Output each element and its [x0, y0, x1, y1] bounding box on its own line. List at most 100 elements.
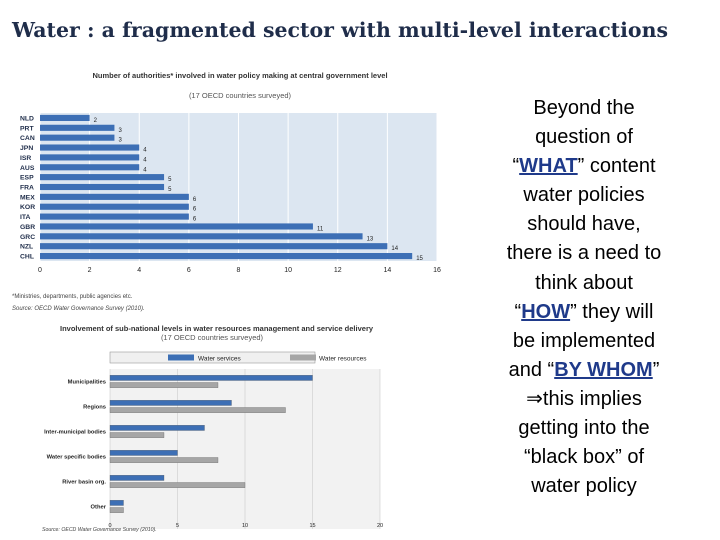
legend-swatch-water-resources [290, 354, 316, 361]
chart2-bar-water-services [109, 500, 124, 506]
side-text-line: getting into the [518, 417, 650, 440]
chart1-category-label: ITA [20, 214, 31, 221]
chart2-category-label: Water specific bodies [47, 455, 106, 461]
chart2-bar-water-services [109, 425, 205, 431]
side-text-line: and “BY WHOM” [508, 358, 660, 381]
chart1-category-label: KOR [20, 204, 35, 211]
chart1-bar [40, 174, 165, 181]
chart1-value-label: 11 [317, 226, 324, 232]
chart2-category-label: River basin org. [62, 480, 106, 486]
chart2-x-tick-label: 5 [176, 523, 179, 529]
chart2-bar-water-services [109, 375, 313, 381]
chart1-bar [40, 154, 140, 161]
chart1-category-label: AUS [20, 165, 35, 172]
chart1-subtitle: (17 OECD countries surveyed) [189, 91, 292, 100]
chart1-bar [40, 233, 363, 240]
chart1-bar [40, 124, 115, 131]
chart1-bar [40, 223, 313, 230]
chart1-source: Source: OECD Water Governance Survey (20… [12, 306, 145, 312]
chart1-value-label: 3 [118, 138, 122, 144]
chart2-category-label: Other [91, 505, 107, 511]
side-text-line: “black box” of [523, 446, 645, 469]
chart1-value-label: 5 [168, 177, 172, 183]
chart1-x-tick-label: 4 [137, 267, 141, 274]
chart1-x-tick-label: 14 [383, 267, 391, 274]
chart1-value-label: 2 [94, 118, 98, 124]
side-text-line: should have, [527, 213, 641, 236]
side-text-line: water policy [531, 475, 637, 498]
chart2-category-label: Municipalities [68, 380, 106, 386]
chart1-value-label: 4 [143, 157, 147, 163]
chart2-bar-water-resources [109, 432, 165, 438]
chart-subnational-involvement: Involvement of sub-national levels in wa… [42, 324, 383, 533]
chart2-subtitle: (17 OECD countries surveyed) [161, 333, 264, 342]
chart1-bar [40, 183, 165, 191]
chart1-value-label: 4 [143, 148, 147, 154]
chart-central-authorities: Number of authorities* involved in water… [12, 71, 441, 312]
chart1-x-tick-label: 12 [334, 267, 342, 274]
chart1-bar [40, 114, 90, 121]
chart1-bar [40, 134, 115, 141]
chart2-bar-water-resources [109, 482, 246, 488]
chart1-value-label: 5 [168, 187, 172, 193]
chart2-x-tick-label: 15 [309, 523, 315, 529]
chart1-value-label: 4 [143, 167, 147, 173]
chart2-title: Involvement of sub-national levels in wa… [60, 324, 374, 333]
side-text-line: Beyond the [533, 97, 635, 119]
chart1-value-label: 6 [193, 217, 197, 223]
chart1-category-label: PRT [20, 125, 34, 132]
side-text-line: think about [535, 271, 633, 294]
chart2-bar-water-resources [109, 407, 286, 413]
chart1-x-tick-label: 10 [284, 267, 292, 274]
side-text-box: Beyond the question of “WHAT” content wa… [484, 94, 684, 501]
chart2-bar-water-resources [109, 507, 124, 513]
chart1-bar [40, 193, 189, 200]
chart1-category-label: NZL [20, 244, 33, 251]
chart2-legend: Water services Water resources [109, 351, 367, 364]
implies-arrow-icon: ⇒ [526, 387, 543, 410]
legend-label-water-resources: Water resources [319, 356, 367, 363]
chart1-x-tick-label: 16 [433, 267, 441, 274]
chart2-bar-water-resources [109, 457, 219, 463]
chart1-bar [40, 144, 140, 151]
chart1-bar [40, 243, 388, 250]
chart1-title: Number of authorities* involved in water… [92, 71, 387, 80]
chart1-category-label: ESP [20, 175, 34, 182]
side-text-line: “HOW” they will [514, 300, 654, 323]
chart1-x-tick-label: 6 [187, 267, 191, 274]
side-text-line: there is a need to [506, 242, 662, 265]
chart1-footnote: *Ministries, departments, public agencie… [12, 294, 133, 300]
chart1-category-label: JPN [20, 145, 33, 152]
chart2-category-label: Regions [83, 405, 106, 411]
chart1-category-label: ISR [20, 155, 31, 162]
chart1-value-label: 15 [416, 256, 423, 262]
chart1-value-label: 6 [193, 207, 197, 213]
chart1-category-label: MEX [20, 194, 35, 201]
side-text-line: ⇒this implies [526, 387, 642, 410]
chart1-value-label: 3 [118, 128, 122, 134]
what-emphasis: WHAT [519, 155, 578, 178]
chart2-x-tick-label: 20 [377, 523, 383, 529]
legend-label-water-services: Water services [198, 356, 241, 363]
chart1-category-label: GRC [20, 234, 35, 241]
chart1-bar [40, 253, 413, 260]
side-text-line: “WHAT” content [512, 155, 656, 178]
chart1-category-label: GBR [20, 224, 35, 231]
chart2-source: Source: OECD Water Governance Survey (20… [42, 527, 157, 533]
chart1-bar [40, 203, 189, 210]
chart1-category-label: CHL [20, 254, 34, 261]
chart1-value-label: 6 [193, 197, 197, 203]
how-emphasis: HOW [521, 300, 571, 323]
legend-swatch-water-services [168, 354, 194, 361]
chart1-category-label: CAN [20, 135, 35, 142]
chart2-bar-water-resources [109, 382, 219, 388]
chart1-value-label: 13 [367, 236, 374, 242]
chart2-bar-water-services [109, 400, 232, 406]
chart2-bar-water-services [109, 475, 165, 481]
chart1-category-label: NLD [20, 115, 34, 122]
chart1-x-tick-label: 0 [38, 267, 42, 274]
by-whom-emphasis: BY WHOM [554, 358, 653, 381]
chart1-x-tick-label: 2 [88, 267, 92, 274]
chart1-bar [40, 213, 189, 220]
chart1-bar [40, 164, 140, 171]
